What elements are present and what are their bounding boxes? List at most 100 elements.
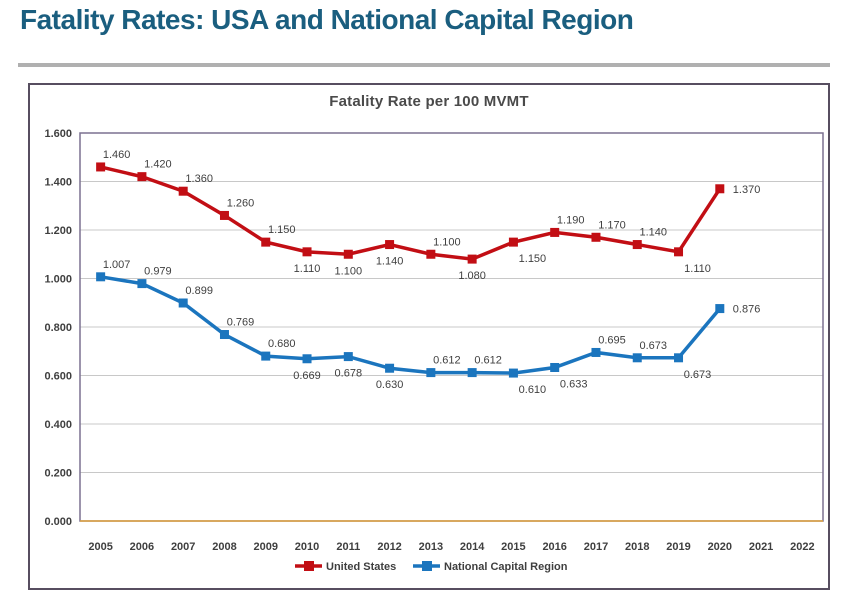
data-point-national-capital-region	[219, 330, 229, 340]
data-label-national-capital-region: 0.769	[227, 317, 255, 329]
x-axis-label: 2013	[419, 541, 443, 553]
data-point-national-capital-region	[508, 368, 518, 378]
y-axis-label: 0.000	[44, 516, 72, 528]
data-label-national-capital-region: 0.680	[268, 338, 296, 350]
data-point-united-states	[261, 237, 271, 247]
x-axis-label: 2007	[171, 541, 195, 553]
legend-label-national-capital-region: National Capital Region	[444, 561, 568, 573]
series-line-united-states	[100, 165, 722, 261]
data-point-national-capital-region	[426, 368, 436, 378]
y-axis-label: 1.400	[44, 177, 72, 189]
data-point-national-capital-region	[467, 368, 477, 378]
data-point-united-states	[591, 232, 601, 242]
data-point-united-states	[302, 247, 312, 257]
data-label-national-capital-region: 0.673	[639, 340, 667, 352]
x-axis-label: 2022	[790, 541, 814, 553]
data-point-united-states	[385, 240, 395, 250]
x-axis-label: 2016	[542, 541, 566, 553]
data-label-united-states: 1.420	[144, 159, 172, 171]
data-label-national-capital-region: 0.630	[376, 379, 404, 391]
data-point-united-states	[96, 162, 106, 172]
data-label-united-states: 1.170	[598, 219, 626, 231]
data-point-national-capital-region	[261, 351, 271, 361]
data-label-united-states: 1.190	[557, 214, 585, 226]
data-label-united-states: 1.110	[294, 263, 321, 275]
x-axis-label: 2012	[377, 541, 401, 553]
data-label-national-capital-region: 0.612	[474, 355, 502, 367]
x-axis-label: 2015	[501, 541, 525, 553]
data-point-national-capital-region	[674, 353, 684, 363]
data-point-united-states	[508, 237, 518, 247]
data-point-national-capital-region	[591, 347, 601, 357]
y-axis-label: 1.200	[44, 225, 72, 237]
data-label-national-capital-region: 0.610	[519, 384, 547, 396]
data-point-national-capital-region	[385, 363, 395, 373]
data-point-national-capital-region	[96, 272, 106, 282]
data-point-united-states	[343, 249, 353, 259]
data-point-united-states	[219, 210, 229, 220]
data-label-united-states: 1.360	[185, 173, 213, 185]
page-title: Fatality Rates: USA and National Capital…	[20, 4, 634, 35]
x-axis-label: 2011	[336, 541, 360, 553]
data-label-united-states: 1.260	[227, 197, 255, 209]
x-axis-label: 2017	[584, 541, 608, 553]
data-point-national-capital-region	[550, 362, 560, 372]
legend-label-united-states: United States	[326, 561, 396, 573]
data-label-national-capital-region: 0.876	[733, 304, 761, 316]
title-divider	[18, 63, 830, 67]
data-label-united-states: 1.140	[376, 256, 404, 268]
data-label-national-capital-region: 0.695	[598, 334, 626, 346]
x-axis-label: 2009	[254, 541, 278, 553]
data-point-national-capital-region	[137, 279, 147, 289]
data-label-united-states: 1.140	[639, 227, 667, 239]
data-label-united-states: 1.100	[433, 236, 461, 248]
data-point-united-states	[426, 249, 436, 259]
data-point-national-capital-region	[715, 304, 725, 314]
y-axis-label: 1.600	[44, 128, 72, 140]
data-point-national-capital-region	[178, 298, 188, 308]
data-point-united-states	[674, 247, 684, 257]
chart-plot: 0.000 0.200 0.400 0.600 0.800 1.000 1.200 1.400…	[44, 128, 824, 573]
y-axis-label: 0.200	[44, 468, 72, 480]
data-label-united-states: 1.150	[519, 253, 547, 265]
x-axis-label: 2019	[666, 541, 690, 553]
data-label-united-states: 1.460	[103, 149, 131, 161]
legend-marker-national-capital-region	[422, 561, 432, 571]
data-point-united-states	[467, 254, 477, 264]
y-axis-label: 0.400	[44, 419, 72, 431]
x-axis-label: 2021	[749, 541, 773, 553]
data-point-united-states	[632, 240, 642, 250]
data-label-united-states: 1.100	[335, 265, 363, 277]
data-label-national-capital-region: 0.673	[684, 369, 712, 381]
x-axis-label: 2014	[460, 541, 485, 553]
x-axis-label: 2008	[212, 541, 236, 553]
series-line-national-capital-region	[100, 275, 722, 375]
data-point-national-capital-region	[302, 354, 312, 364]
data-label-united-states: 1.150	[268, 224, 296, 236]
data-label-national-capital-region: 0.899	[185, 285, 213, 297]
y-axis-label: 1.000	[44, 274, 72, 286]
data-label-national-capital-region: 0.633	[560, 378, 588, 390]
data-label-united-states: 1.080	[458, 270, 486, 282]
data-point-united-states	[550, 227, 560, 237]
x-axis-label: 2010	[295, 541, 319, 553]
data-label-national-capital-region: 1.007	[103, 259, 131, 271]
x-axis-label: 2005	[88, 541, 112, 553]
data-point-united-states	[137, 172, 147, 182]
data-label-national-capital-region: 0.678	[335, 368, 363, 380]
x-axis-label: 2018	[625, 541, 649, 553]
y-axis-label: 0.800	[44, 322, 72, 334]
data-point-national-capital-region	[343, 352, 353, 362]
data-label-united-states: 1.370	[733, 184, 761, 196]
data-point-national-capital-region	[632, 353, 642, 363]
x-axis-label: 2020	[708, 541, 732, 553]
chart-container: Fatality Rate per 100 MVMT 0.000 0.200 0.4…	[28, 83, 830, 590]
legend-marker-united-states	[304, 561, 314, 571]
x-axis-label: 2006	[130, 541, 154, 553]
data-label-united-states: 1.110	[684, 263, 711, 275]
data-label-national-capital-region: 0.612	[433, 355, 461, 367]
data-label-national-capital-region: 0.979	[144, 266, 172, 278]
y-axis-label: 0.600	[44, 371, 72, 383]
chart-title: Fatality Rate per 100 MVMT	[329, 93, 529, 110]
data-point-united-states	[178, 186, 188, 196]
